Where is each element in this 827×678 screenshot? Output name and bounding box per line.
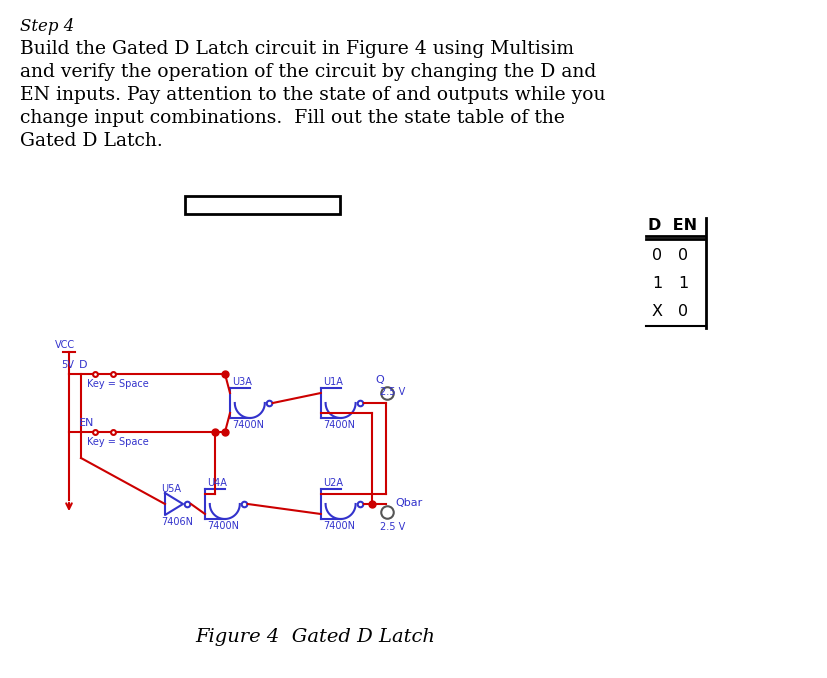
- Text: X: X: [651, 304, 662, 319]
- Text: U1A: U1A: [323, 377, 342, 387]
- Bar: [184, 196, 340, 214]
- Text: 2.5 V: 2.5 V: [379, 522, 404, 532]
- Text: EN inputs. Pay attention to the state of and outputs while you: EN inputs. Pay attention to the state of…: [20, 86, 605, 104]
- Text: Key = Space: Key = Space: [87, 437, 149, 447]
- Text: 5V: 5V: [61, 360, 74, 370]
- Text: 7400N: 7400N: [323, 521, 355, 531]
- Text: D  EN: D EN: [648, 218, 696, 233]
- Text: 0: 0: [651, 248, 662, 263]
- Text: 7400N: 7400N: [207, 521, 239, 531]
- Text: U3A: U3A: [232, 377, 251, 387]
- Text: 0: 0: [677, 304, 687, 319]
- Text: change input combinations.  Fill out the state table of the: change input combinations. Fill out the …: [20, 109, 564, 127]
- Text: 7400N: 7400N: [232, 420, 264, 430]
- Text: U4A: U4A: [207, 478, 227, 488]
- Text: Build the Gated D Latch circuit in Figure 4 using Multisim: Build the Gated D Latch circuit in Figur…: [20, 40, 573, 58]
- Text: 7406N: 7406N: [160, 517, 193, 527]
- Text: EN: EN: [79, 418, 94, 428]
- Text: Figure 4  Gated D Latch: Figure 4 Gated D Latch: [195, 628, 434, 646]
- Text: D: D: [79, 360, 88, 370]
- Text: Qbar: Qbar: [395, 498, 423, 508]
- Text: 7400N: 7400N: [323, 420, 355, 430]
- Text: 2.5 V: 2.5 V: [379, 387, 404, 397]
- Text: Q: Q: [375, 375, 384, 385]
- Text: 1: 1: [651, 276, 662, 291]
- Text: VCC: VCC: [55, 340, 75, 350]
- Text: U2A: U2A: [323, 478, 342, 488]
- Text: Key = Space: Key = Space: [87, 379, 149, 389]
- Text: Step 4: Step 4: [20, 18, 74, 35]
- Text: 1: 1: [677, 276, 687, 291]
- Text: and verify the operation of the circuit by changing the D and: and verify the operation of the circuit …: [20, 63, 595, 81]
- Text: U5A: U5A: [160, 484, 181, 494]
- Text: Gated D Latch.: Gated D Latch.: [20, 132, 163, 150]
- Text: 0: 0: [677, 248, 687, 263]
